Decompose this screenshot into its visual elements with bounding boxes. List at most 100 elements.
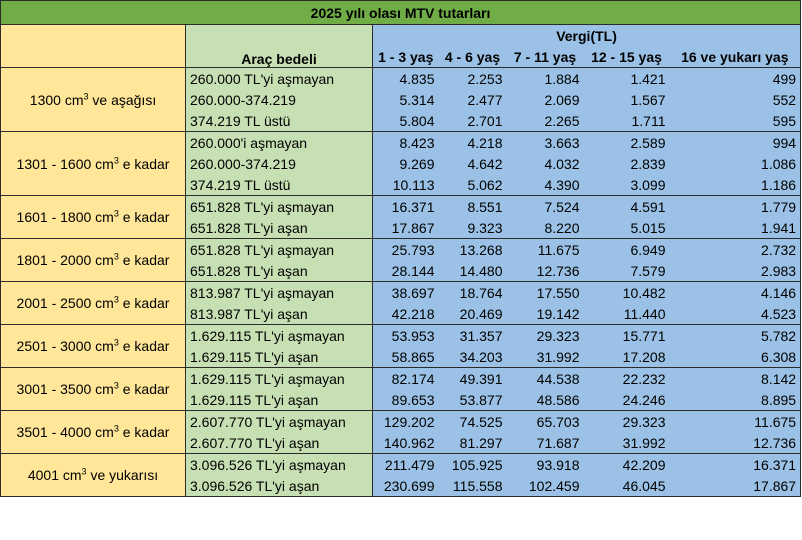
tax-value-cell: 17.550 xyxy=(506,281,584,303)
tax-value-cell: 7.524 xyxy=(506,195,584,217)
tax-value-cell: 2.701 xyxy=(438,110,507,132)
tax-value-cell: 3.099 xyxy=(583,174,670,196)
tax-value-cell: 11.675 xyxy=(506,238,584,260)
engine-class-cell: 2001 - 2500 cm3 e kadar xyxy=(0,281,186,325)
vergi-header: Vergi(TL) xyxy=(371,24,802,46)
tax-value-cell: 3.663 xyxy=(506,131,584,153)
tax-value-cell: 74.525 xyxy=(438,410,507,432)
tax-value-cell: 1.421 xyxy=(583,67,670,89)
tax-value-cell: 2.983 xyxy=(669,260,802,282)
engine-class-cell: 1301 - 1600 cm3 e kadar xyxy=(0,131,186,196)
tax-value-cell: 29.323 xyxy=(506,324,584,346)
tax-value-cell: 8.220 xyxy=(506,217,584,239)
tax-value-cell: 44.538 xyxy=(506,367,584,389)
price-range-cell: 813.987 TL'yi aşmayan xyxy=(185,281,373,303)
table-row: 3.096.526 TL'yi aşan 230.699 115.558 102.45… xyxy=(1,475,802,497)
tax-value-cell: 6.308 xyxy=(669,346,802,368)
table-row: 2.607.770 TL'yi aşan 140.962 81.297 71.687 3… xyxy=(1,432,802,454)
mtv-table: 2025 yılı olası MTV tutarları Araç bedel… xyxy=(0,0,802,497)
tax-value-cell: 2.069 xyxy=(506,89,584,110)
tax-value-cell: 15.771 xyxy=(583,324,670,346)
tax-value-cell: 4.390 xyxy=(506,174,584,196)
tax-value-cell: 19.142 xyxy=(506,303,584,325)
tax-value-cell: 8.142 xyxy=(669,367,802,389)
tax-value-cell: 211.479 xyxy=(372,453,439,475)
table-row: 3501 - 4000 cm3 e kadar 2.607.770 TL'yi a… xyxy=(0,410,802,454)
table-row: 1300 cm3 ve aşağısı 260.000 TL'yi aşmayan… xyxy=(0,67,802,132)
table-row: 1601 - 1800 cm3 e kadar 651.828 TL'yi aşm… xyxy=(0,195,802,239)
table-row: 1.629.115 TL'yi aşan 58.865 34.203 31.992 17… xyxy=(1,346,802,368)
tax-value-cell: 53.877 xyxy=(438,389,507,411)
engine-header-blank xyxy=(0,24,186,68)
tax-value-cell: 1.779 xyxy=(669,195,802,217)
tax-value-cell: 7.579 xyxy=(583,260,670,282)
tax-value-cell: 499 xyxy=(669,67,802,89)
tax-value-cell: 46.045 xyxy=(583,475,670,497)
tax-value-cell: 81.297 xyxy=(438,432,507,454)
tax-value-cell: 1.567 xyxy=(583,89,670,110)
tax-value-cell: 2.839 xyxy=(583,153,670,174)
engine-class-cell: 3001 - 3500 cm3 e kadar xyxy=(0,367,186,411)
tax-value-cell: 14.480 xyxy=(438,260,507,282)
tax-value-cell: 4.032 xyxy=(506,153,584,174)
table-row: 374.219 TL üstü 10.113 5.062 4.390 3.099 1.18… xyxy=(1,174,802,196)
tax-value-cell: 4.218 xyxy=(438,131,507,153)
tax-value-cell: 2.732 xyxy=(669,238,802,260)
tax-value-cell: 93.918 xyxy=(506,453,584,475)
age-header: 7 - 11 yaş xyxy=(506,46,584,68)
price-range-cell: 651.828 TL'yi aşan xyxy=(185,260,373,282)
tax-value-cell: 8.895 xyxy=(669,389,802,411)
tax-value-cell: 17.867 xyxy=(669,475,802,497)
tax-value-cell: 31.357 xyxy=(438,324,507,346)
tax-value-cell: 12.736 xyxy=(669,432,802,454)
tax-value-cell: 4.642 xyxy=(438,153,507,174)
table-row: 651.828 TL'yi aşan 28.144 14.480 12.736 7.57… xyxy=(1,260,802,282)
age-header: 1 - 3 yaş xyxy=(372,46,439,68)
tax-value-cell: 10.482 xyxy=(583,281,670,303)
price-range-cell: 260.000-374.219 xyxy=(185,89,373,110)
tax-value-cell: 115.558 xyxy=(438,475,507,497)
age-header: 12 - 15 yaş xyxy=(583,46,670,68)
tax-value-cell: 71.687 xyxy=(506,432,584,454)
tax-value-cell: 24.246 xyxy=(583,389,670,411)
tax-value-cell: 18.764 xyxy=(438,281,507,303)
tax-value-cell: 5.015 xyxy=(583,217,670,239)
tax-value-cell: 4.835 xyxy=(372,67,439,89)
price-range-cell: 651.828 TL'yi aşan xyxy=(185,217,373,239)
table-row: 374.219 TL üstü 5.804 2.701 2.265 1.711 595 xyxy=(1,110,802,132)
tax-value-cell: 53.953 xyxy=(372,324,439,346)
tax-value-cell: 129.202 xyxy=(372,410,439,432)
price-range-cell: 260.000 TL'yi aşmayan xyxy=(185,67,373,89)
tax-value-cell: 140.962 xyxy=(372,432,439,454)
engine-class-cell: 2501 - 3000 cm3 e kadar xyxy=(0,324,186,368)
tax-value-cell: 230.699 xyxy=(372,475,439,497)
tax-value-cell: 994 xyxy=(669,131,802,153)
price-range-cell: 3.096.526 TL'yi aşan xyxy=(185,475,373,497)
engine-class-cell: 1300 cm3 ve aşağısı xyxy=(0,67,186,132)
engine-class-cell: 1801 - 2000 cm3 e kadar xyxy=(0,238,186,282)
tax-value-cell: 552 xyxy=(669,89,802,110)
tax-value-cell: 1.884 xyxy=(506,67,584,89)
tax-value-cell: 5.782 xyxy=(669,324,802,346)
tax-value-cell: 20.469 xyxy=(438,303,507,325)
price-range-cell: 260.000'i aşmayan xyxy=(185,131,373,153)
tax-value-cell: 2.253 xyxy=(438,67,507,89)
price-range-cell: 260.000-374.219 xyxy=(185,153,373,174)
tax-value-cell: 31.992 xyxy=(506,346,584,368)
tax-value-cell: 1.086 xyxy=(669,153,802,174)
tax-value-cell: 22.232 xyxy=(583,367,670,389)
arac-bedeli-header: Araç bedeli xyxy=(185,24,373,68)
table-row: 1.629.115 TL'yi aşan 89.653 53.877 48.586 24… xyxy=(1,389,802,411)
tax-value-cell: 2.477 xyxy=(438,89,507,110)
tax-value-cell: 9.269 xyxy=(372,153,439,174)
table-row: 1801 - 2000 cm3 e kadar 651.828 TL'yi aşm… xyxy=(0,238,802,282)
table-row: 813.987 TL'yi aşan 42.218 20.469 19.142 11.4… xyxy=(1,303,802,325)
tax-value-cell: 10.113 xyxy=(372,174,439,196)
tax-value-cell: 17.867 xyxy=(372,217,439,239)
tax-value-cell: 5.062 xyxy=(438,174,507,196)
tax-value-cell: 595 xyxy=(669,110,802,132)
tax-value-cell: 28.144 xyxy=(372,260,439,282)
tax-value-cell: 8.551 xyxy=(438,195,507,217)
tax-value-cell: 38.697 xyxy=(372,281,439,303)
price-range-cell: 1.629.115 TL'yi aşan xyxy=(185,346,373,368)
